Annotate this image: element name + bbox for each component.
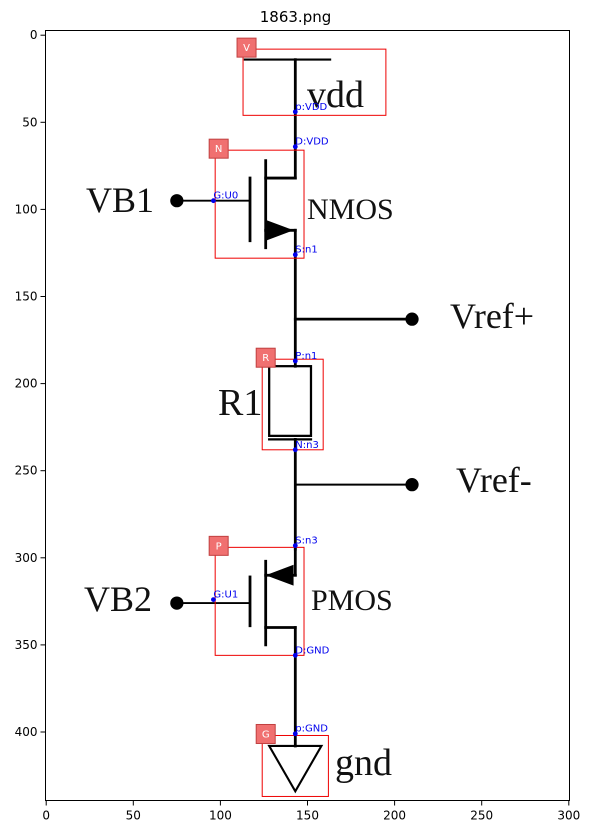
- pin-label: N:n3: [295, 440, 319, 451]
- x-tick-label: 150: [296, 809, 319, 823]
- y-tick-label: 150: [15, 290, 38, 304]
- component-tag-label: R: [262, 353, 269, 364]
- pin-label: S:n1: [295, 245, 317, 256]
- component-tag-label: P: [216, 541, 222, 552]
- label-r1: R1: [218, 382, 262, 424]
- label-vref-plus: Vref+: [450, 296, 534, 336]
- component-tag-label: V: [243, 43, 250, 54]
- pin-label: G:U1: [213, 590, 238, 601]
- x-tick-label: 0: [42, 809, 50, 823]
- vref-minus-terminal-dot: [405, 478, 418, 491]
- pin-label: G:U0: [213, 191, 238, 202]
- y-tick-label: 300: [15, 551, 38, 565]
- y-tick-label: 0: [30, 28, 38, 42]
- y-tick-label: 250: [15, 464, 38, 478]
- y-tick-label: 200: [15, 377, 38, 391]
- pin-label: P:n1: [295, 351, 317, 362]
- pin-label: D:VDD: [295, 137, 329, 148]
- x-tick-label: 100: [209, 809, 232, 823]
- component-tag-label: N: [215, 144, 222, 155]
- pin-label: p:GND: [295, 724, 328, 735]
- y-tick-label: 50: [22, 115, 37, 129]
- label-gnd: gnd: [335, 742, 392, 784]
- vref-plus-terminal-dot: [405, 313, 418, 326]
- y-tick-label: 400: [15, 725, 38, 739]
- label-vb2: VB2: [84, 579, 152, 619]
- label-pmos: PMOS: [311, 584, 393, 617]
- label-nmos: NMOS: [307, 193, 394, 226]
- x-tick-label: 300: [557, 809, 580, 823]
- component-tag-label: G: [262, 729, 270, 740]
- pin-label: S:n3: [295, 536, 317, 547]
- label-vb1: VB1: [86, 180, 154, 220]
- vb2-terminal-dot: [170, 596, 183, 609]
- pin-label: D:GND: [295, 645, 329, 656]
- x-tick-label: 50: [126, 809, 141, 823]
- y-tick-label: 100: [15, 202, 38, 216]
- label-vref-minus: Vref-: [456, 460, 532, 500]
- y-tick-label: 350: [15, 638, 38, 652]
- x-tick-label: 250: [470, 809, 493, 823]
- x-tick-label: 200: [383, 809, 406, 823]
- vb1-terminal-dot: [170, 194, 183, 207]
- pin-label: p:VDD: [295, 102, 327, 113]
